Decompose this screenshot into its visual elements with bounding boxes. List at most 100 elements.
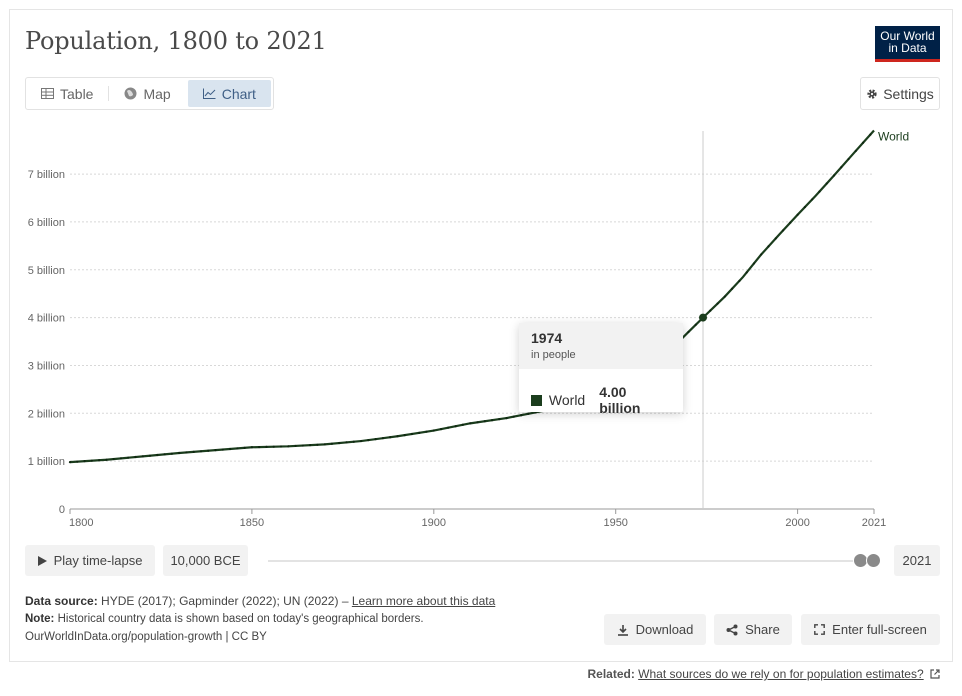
tooltip-row: World 4.00 billion (519, 369, 683, 431)
series-point (250, 446, 254, 449)
y-tick-label: 4 billion (28, 313, 65, 325)
series-point (141, 455, 144, 458)
tooltip-year: 1974 (531, 330, 563, 346)
tab-table[interactable]: Table (26, 78, 108, 109)
series-point (869, 133, 872, 136)
series-point (214, 449, 217, 452)
series-point (112, 457, 115, 461)
tab-divider (108, 86, 110, 101)
series-line-world (69, 129, 875, 464)
play-icon (37, 555, 47, 566)
tab-chart[interactable]: Chart (187, 80, 271, 107)
series-label-world: World (878, 130, 909, 144)
series-point (338, 441, 341, 445)
series-point (825, 182, 828, 185)
timeline-end-handle[interactable] (866, 553, 881, 568)
series-point (854, 149, 857, 152)
gear-icon (867, 88, 877, 99)
related-label: Related: (587, 667, 635, 681)
play-timelapse-button[interactable]: Play time-lapse (25, 545, 155, 576)
data-source-label: Data source: (25, 594, 98, 608)
settings-button[interactable]: Settings (860, 77, 940, 110)
series-point (359, 439, 363, 443)
series-point (840, 166, 843, 169)
series-point (490, 419, 494, 422)
note-line: Note: Historical country data is shown b… (25, 613, 424, 625)
related-link[interactable]: What sources do we rely on for populatio… (638, 667, 924, 681)
y-tick-label: 7 billion (28, 169, 65, 181)
series-point (789, 221, 792, 224)
line-chart-icon (202, 88, 216, 99)
timeline-start-button[interactable]: 10,000 BCE (163, 545, 248, 576)
series-point (425, 430, 428, 433)
fullscreen-label: Enter full-screen (832, 622, 927, 637)
series-point (418, 431, 421, 434)
tab-map[interactable]: Map (109, 78, 185, 109)
owid-logo[interactable]: Our World in Data (875, 26, 940, 62)
logo-line2: in Data (888, 41, 927, 55)
learn-more-link[interactable]: Learn more about this data (351, 594, 496, 608)
series-point (381, 437, 384, 440)
x-tick-label: 2021 (862, 517, 886, 529)
y-tick-label: 5 billion (28, 265, 65, 277)
share-icon (726, 624, 738, 635)
series-point (687, 330, 690, 334)
series-point (818, 190, 821, 193)
series-point (367, 438, 370, 442)
data-source-line: Data source: HYDE (2017); Gapminder (202… (25, 594, 495, 608)
fullscreen-button[interactable]: Enter full-screen (801, 614, 940, 645)
tooltip-header: 1974 in people (519, 323, 683, 369)
series-point (439, 427, 443, 431)
population-line-chart: 0 1 billion 2 billion 3 billion 4 billion 5 b… (28, 129, 909, 529)
series-point (105, 458, 108, 461)
tab-chart-label: Chart (221, 85, 256, 102)
series-point (178, 451, 181, 455)
series-point (432, 429, 435, 432)
settings-label: Settings (883, 85, 934, 102)
series-point (461, 423, 465, 426)
series-point (745, 271, 748, 274)
x-tick-label: 2000 (785, 517, 809, 529)
x-tick-label: 1950 (603, 517, 627, 529)
note-label: Note: (25, 613, 55, 625)
series-point (156, 453, 159, 457)
hover-tooltip: 1974 in people World 4.00 billion (519, 323, 683, 416)
play-label: Play time-lapse (53, 553, 143, 568)
timeline-end-label: 2021 (902, 553, 932, 568)
page-title: Population, 1800 to 2021 (25, 27, 327, 55)
series-point (134, 455, 137, 459)
series-point (221, 448, 224, 451)
share-button[interactable]: Share (714, 614, 792, 645)
series-point (199, 450, 203, 453)
series-point (723, 295, 726, 298)
series-point (330, 442, 334, 445)
series-point (716, 302, 719, 305)
series-point (127, 456, 130, 459)
download-button[interactable]: Download (604, 614, 706, 645)
series-point (228, 447, 232, 451)
chart-frame (9, 9, 953, 661)
series-point (781, 229, 785, 232)
series-point (68, 461, 72, 464)
series-point (294, 444, 297, 448)
x-tick-label: 1900 (422, 517, 446, 529)
series-point (148, 454, 152, 457)
globe-icon (124, 87, 137, 100)
series-point (265, 445, 268, 448)
timeline-track[interactable] (268, 560, 868, 562)
series-point (83, 460, 86, 463)
series-point (709, 309, 712, 312)
series-point (243, 446, 246, 449)
series-point (847, 157, 850, 161)
series-point (483, 420, 486, 423)
expand-icon (814, 624, 826, 635)
y-tick-label: 1 billion (28, 456, 65, 468)
series-point (767, 245, 770, 248)
logo-line1: Our World (880, 29, 935, 43)
series-point (258, 445, 261, 449)
series-point (301, 444, 304, 447)
url-license[interactable]: OurWorldInData.org/population-growth | C… (25, 631, 267, 643)
series-point (505, 416, 508, 420)
timeline-end-button[interactable]: 2021 (894, 545, 940, 576)
series-point (832, 174, 836, 177)
